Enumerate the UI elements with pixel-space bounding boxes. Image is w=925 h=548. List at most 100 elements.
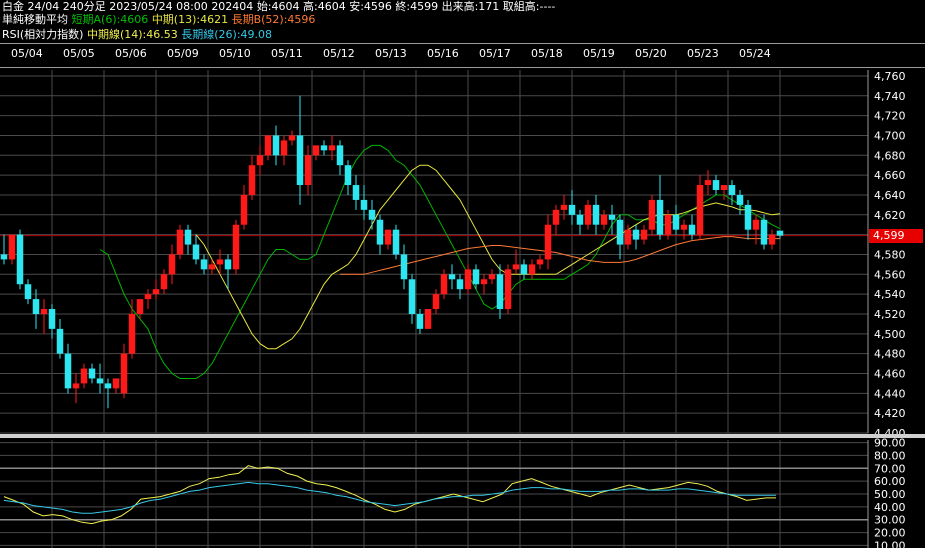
candle-up — [536, 254, 544, 270]
candle-down — [336, 140, 344, 176]
rsi-lines — [3, 465, 776, 525]
candle-body — [488, 274, 496, 280]
candle-body — [376, 219, 384, 245]
candle-up — [552, 204, 560, 235]
candle-body — [240, 194, 248, 225]
candle-body — [408, 279, 416, 314]
candle-down — [736, 190, 744, 215]
candle-body — [632, 229, 640, 240]
candle-body — [352, 185, 360, 200]
candle-up — [768, 229, 776, 250]
candle-body — [400, 254, 408, 280]
candle-down — [48, 304, 56, 339]
date-tick-label: 05/06 — [115, 47, 147, 60]
candle-down — [520, 259, 528, 280]
candle-body — [192, 244, 200, 260]
candle-down — [408, 274, 416, 324]
price-tick-label: 4,520 — [874, 308, 906, 321]
candle-down — [200, 254, 208, 275]
candle-down — [360, 185, 368, 220]
candle-body — [256, 155, 264, 166]
candle-up — [528, 259, 536, 280]
candle-body — [472, 269, 480, 285]
rsi-tick-label: 80.00 — [874, 449, 906, 462]
ma-long-line — [340, 236, 780, 275]
candle-down — [24, 279, 32, 305]
candle-body — [296, 135, 304, 186]
candle-down — [320, 140, 328, 156]
candle-down — [760, 214, 768, 250]
pane-divider[interactable] — [0, 434, 925, 438]
candle-up — [624, 224, 632, 250]
candle-up — [560, 194, 568, 220]
candle-down — [376, 214, 384, 255]
header-quote-line: 白金 24/04 240分足 2023/05/24 08:00 202404 始… — [2, 0, 555, 13]
ma-title: 単純移動平均 — [2, 13, 68, 26]
price-tick-label: 4,660 — [874, 169, 906, 182]
candle-down — [656, 175, 664, 240]
candle-body — [560, 204, 568, 210]
candle-body — [456, 279, 464, 290]
candle-up — [312, 145, 320, 161]
candle-body — [744, 204, 752, 230]
candle-body — [664, 214, 672, 235]
candle-body — [760, 219, 768, 245]
candle-body — [184, 229, 192, 245]
price-axis-ticks: 4,760 4,740 4,720 4,700 4,680 4,660 4,640 4,620… — [867, 70, 906, 440]
candle-up — [504, 264, 512, 314]
contract-label: 202404 — [211, 0, 254, 13]
candlesticks — [0, 95, 784, 409]
candle-body — [200, 259, 208, 270]
date-tick-label: 05/12 — [323, 47, 355, 60]
candle-body — [496, 274, 504, 310]
candle-body — [224, 259, 232, 270]
candle-up — [168, 244, 176, 285]
candle-body — [736, 194, 744, 205]
candle-body — [704, 180, 712, 186]
candle-up — [80, 363, 88, 389]
candle-body — [24, 284, 32, 300]
price-tick-label: 4,700 — [874, 129, 906, 142]
candle-body — [592, 204, 600, 225]
rsi-tick-label: 30.00 — [874, 514, 906, 527]
candle-up — [248, 155, 256, 200]
candle-body — [56, 328, 64, 354]
candle-up — [440, 269, 448, 300]
candle-body — [8, 234, 16, 260]
price-tick-label: 4,420 — [874, 407, 906, 420]
candle-body — [624, 229, 632, 245]
date-tick-label: 05/20 — [635, 47, 667, 60]
candle-body — [656, 199, 664, 235]
rsi-mid-line — [3, 465, 776, 525]
candle-up — [432, 289, 440, 314]
candle-body — [424, 309, 432, 329]
candle-body — [520, 264, 528, 275]
candle-body — [344, 165, 352, 186]
candle-body — [680, 224, 688, 230]
date-tick-label: 05/05 — [63, 47, 95, 60]
candle-body — [512, 264, 520, 270]
candle-down — [592, 194, 600, 235]
candle-body — [216, 259, 224, 265]
candle-body — [712, 180, 720, 191]
price-tick-label: 4,580 — [874, 248, 906, 261]
candle-body — [776, 230, 784, 236]
candle-body — [688, 224, 696, 235]
ohlc-label: 始:4604 高:4604 安:4596 終:4599 出来高:171 取組高:… — [256, 0, 556, 13]
candle-down — [192, 234, 200, 265]
candle-body — [600, 214, 608, 225]
candle-up — [384, 229, 392, 250]
candle-body — [568, 204, 576, 215]
candle-down — [56, 318, 64, 359]
candle-body — [432, 294, 440, 310]
candle-down — [456, 274, 464, 300]
candle-down — [568, 190, 576, 225]
candle-up — [752, 214, 760, 245]
price-tick-label: 4,540 — [874, 288, 906, 301]
candle-up — [680, 219, 688, 240]
candle-up — [8, 234, 16, 265]
candle-up — [120, 343, 128, 399]
price-tick-label: 4,500 — [874, 328, 906, 341]
candle-body — [672, 214, 680, 230]
candle-body — [248, 165, 256, 195]
